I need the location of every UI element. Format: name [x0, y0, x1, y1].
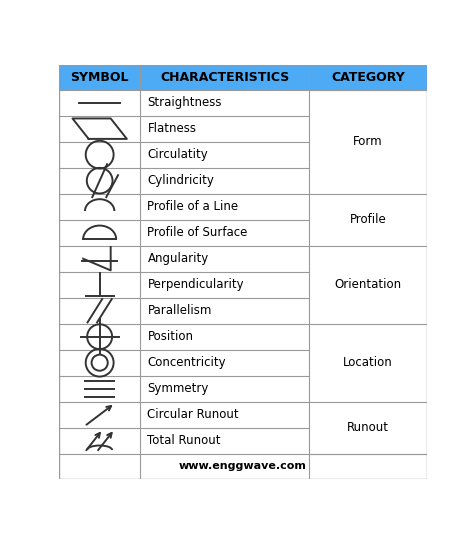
- Bar: [59, 350, 427, 376]
- Text: Profile of a Line: Profile of a Line: [147, 200, 238, 213]
- Text: Runout: Runout: [347, 421, 389, 434]
- Text: Position: Position: [147, 330, 193, 343]
- Text: www.enggwave.com: www.enggwave.com: [179, 461, 307, 471]
- Bar: [59, 272, 427, 298]
- Bar: [59, 324, 427, 350]
- Text: Angularity: Angularity: [147, 252, 209, 265]
- Text: Profile: Profile: [349, 213, 386, 226]
- Bar: [59, 194, 427, 220]
- Text: Form: Form: [353, 135, 383, 148]
- Text: Circular Runout: Circular Runout: [147, 408, 239, 421]
- Bar: [59, 428, 427, 454]
- Text: Parallelism: Parallelism: [147, 304, 212, 317]
- Bar: [59, 298, 427, 324]
- Text: CATEGORY: CATEGORY: [331, 70, 405, 83]
- Text: Orientation: Orientation: [334, 278, 401, 291]
- Text: SYMBOL: SYMBOL: [71, 70, 129, 83]
- Bar: [59, 246, 427, 272]
- Bar: [59, 65, 427, 90]
- Text: CHARACTERISTICS: CHARACTERISTICS: [160, 70, 289, 83]
- Bar: [59, 168, 427, 194]
- Text: Total Runout: Total Runout: [147, 434, 221, 447]
- Bar: [59, 376, 427, 402]
- Bar: [59, 402, 427, 428]
- Text: Flatness: Flatness: [147, 122, 196, 135]
- Bar: [59, 90, 427, 116]
- Bar: [59, 454, 427, 479]
- Text: Cylindricity: Cylindricity: [147, 174, 214, 187]
- Text: Circulatity: Circulatity: [147, 148, 208, 161]
- Bar: [59, 220, 427, 246]
- Text: Symmetry: Symmetry: [147, 382, 209, 395]
- Bar: [59, 141, 427, 168]
- Text: Concentricity: Concentricity: [147, 356, 226, 369]
- Text: Straightness: Straightness: [147, 96, 222, 109]
- Bar: [59, 116, 427, 141]
- Text: Perpendicularity: Perpendicularity: [147, 278, 244, 291]
- Text: Profile of Surface: Profile of Surface: [147, 226, 248, 239]
- Text: Location: Location: [343, 356, 392, 369]
